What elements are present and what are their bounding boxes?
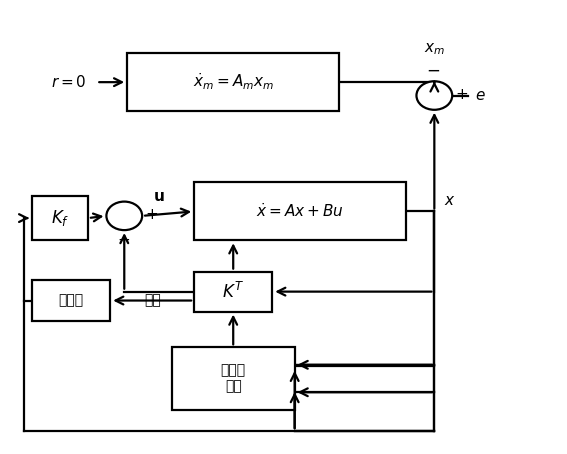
Text: $\dot{x}_m = A_m x_m$: $\dot{x}_m = A_m x_m$: [193, 72, 274, 93]
Text: $\mathbf{u}$: $\mathbf{u}$: [154, 189, 165, 204]
Text: $-$: $-$: [426, 60, 441, 79]
Text: $K_f$: $K_f$: [51, 208, 69, 228]
Text: $+$: $+$: [455, 87, 468, 102]
Bar: [127, 53, 340, 111]
Text: $x$: $x$: [445, 193, 456, 208]
Text: $+$: $+$: [117, 233, 130, 248]
Text: 自适应
机制: 自适应 机制: [221, 363, 246, 394]
Bar: [194, 271, 272, 312]
Bar: [32, 196, 88, 240]
Text: $K^T$: $K^T$: [222, 281, 244, 301]
Bar: [172, 347, 295, 410]
Text: $\dot{x} = Ax + Bu$: $\dot{x} = Ax + Bu$: [256, 202, 344, 220]
Text: $x_m$: $x_m$: [424, 41, 445, 57]
Bar: [194, 183, 407, 240]
Text: $r=0$: $r=0$: [50, 74, 86, 90]
Text: 角速率: 角速率: [58, 294, 84, 307]
Bar: [32, 281, 111, 321]
Text: $e$: $e$: [475, 88, 485, 103]
Text: 解调: 解调: [144, 294, 160, 307]
Circle shape: [417, 81, 452, 110]
Circle shape: [107, 202, 142, 230]
Text: $+$: $+$: [145, 207, 158, 222]
